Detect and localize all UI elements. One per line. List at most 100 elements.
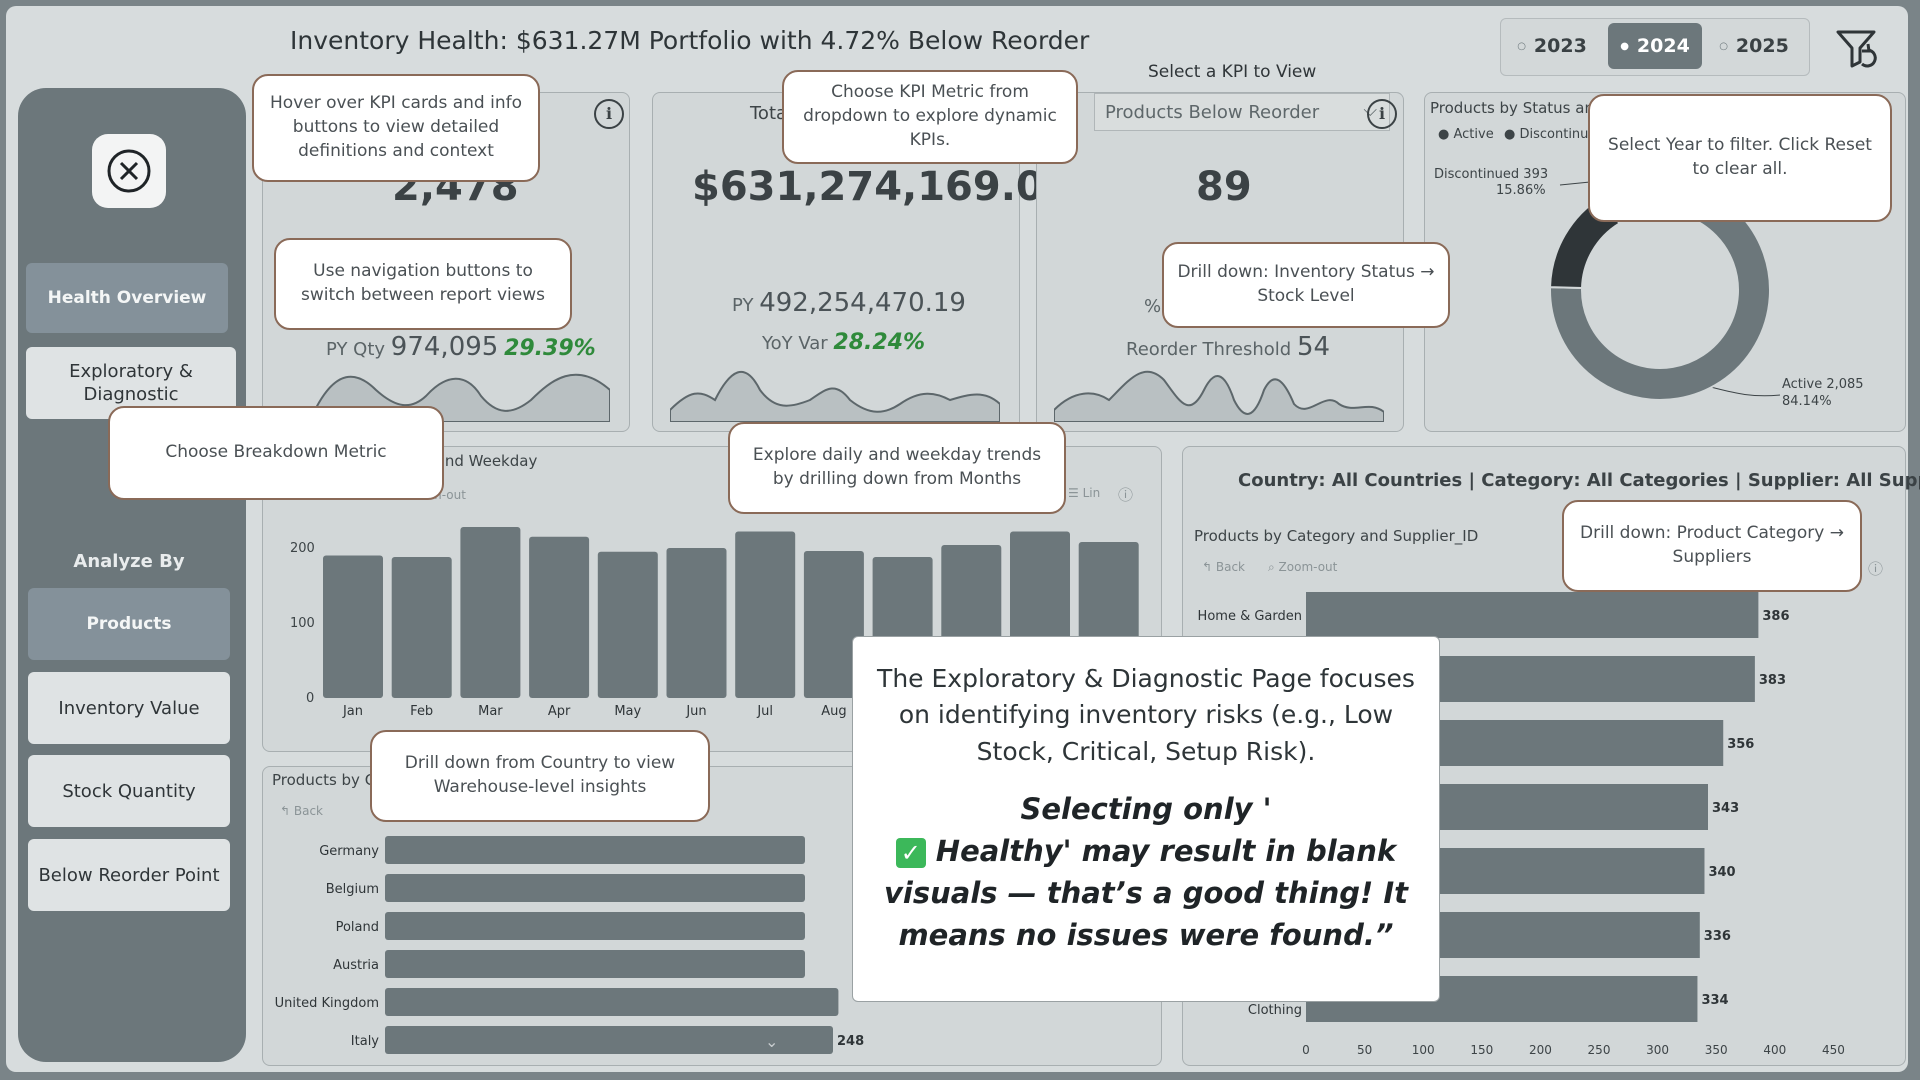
month-bar[interactable] <box>803 551 864 698</box>
x-tick-label: Jan <box>342 704 363 719</box>
country-bar[interactable] <box>385 950 805 978</box>
category-label: Clothing <box>1248 1003 1302 1018</box>
x-tick-label: Jul <box>756 704 773 719</box>
callout-breakdown-metric: Choose Breakdown Metric <box>108 406 444 500</box>
y-tick: 200 <box>290 541 315 556</box>
x-tick-label: Jun <box>685 704 706 719</box>
category-bar[interactable] <box>1306 592 1759 638</box>
x-tick-label: 450 <box>1822 1043 1845 1057</box>
callout-navigation: Use navigation buttons to switch between… <box>274 238 572 330</box>
nav-health-overview-button[interactable]: Health Overview <box>26 263 228 333</box>
check-mark-icon: ✓ <box>895 837 926 868</box>
donut-discontinued-label: Discontinued 393 <box>1434 167 1549 182</box>
country-bar[interactable] <box>385 988 839 1016</box>
x-tick-label: 250 <box>1588 1043 1611 1057</box>
analyze-inventory-value-button[interactable]: Inventory Value <box>28 672 230 744</box>
month-bar[interactable] <box>666 548 727 698</box>
reorder-sparkline <box>1054 370 1384 422</box>
x-tick-label: 300 <box>1646 1043 1669 1057</box>
help-icon[interactable]: ⓘ <box>1118 486 1134 504</box>
country-bar[interactable] <box>385 836 805 864</box>
month-bar[interactable] <box>529 536 590 698</box>
callout-hover-kpi: Hover over KPI cards and info buttons to… <box>252 74 540 182</box>
close-icon <box>107 149 151 193</box>
back-button[interactable]: ↰ Back <box>280 804 324 818</box>
y-tick: 100 <box>290 616 315 631</box>
kpi-selector-label: Select a KPI to View <box>1148 62 1317 82</box>
kpi-total-py: PY 492,254,470.19 <box>732 288 966 318</box>
kpi-dropdown[interactable]: Products Below Reorder ⌵ <box>1094 93 1390 131</box>
bar-value-label: 336 <box>1704 929 1731 944</box>
radio-icon: ○ <box>1517 40 1526 52</box>
month-bar[interactable] <box>460 527 521 698</box>
kpi-dynamic-pct-fragment: % <box>1144 296 1162 317</box>
month-chart-title-fragment: y and Weekday <box>422 452 538 470</box>
chevron-down-icon[interactable]: ⌄ <box>765 1032 778 1051</box>
kpi-title-fragment: Tota <box>750 103 788 124</box>
category-chart-title: Products by Category and Supplier_ID <box>1194 527 1479 545</box>
lin-toggle[interactable]: ☰ Lin <box>1068 486 1101 500</box>
donut-chart-title: Products by Status and Stock Level <box>1430 99 1596 117</box>
country-label: Poland <box>336 920 379 935</box>
kpi-dynamic-value: 89 <box>1196 164 1252 210</box>
x-tick-label: 400 <box>1763 1043 1786 1057</box>
popup-text-intro: The Exploratory & Diagnostic Page focuse… <box>877 664 1415 766</box>
country-label: Italy <box>351 1034 380 1049</box>
donut-active-label: Active 2,085 <box>1782 377 1864 392</box>
donut-legend-active: ● Active <box>1438 127 1494 142</box>
country-label: Germany <box>319 844 379 859</box>
year-slicer: ○ 2023 ● 2024 ○ 2025 <box>1500 18 1810 76</box>
help-icon[interactable]: ⓘ <box>1868 560 1884 578</box>
reset-filter-icon[interactable] <box>1832 26 1880 70</box>
callout-year-filter: Select Year to filter. Click Reset to cl… <box>1588 94 1892 222</box>
bar-value-label: 386 <box>1762 609 1789 624</box>
radio-icon: ○ <box>1719 40 1728 52</box>
x-tick-label: May <box>614 704 641 719</box>
sidebar <box>18 88 246 1062</box>
callout-country-drill: Drill down from Country to view Warehous… <box>370 730 710 822</box>
callout-daily-trends: Explore daily and weekday trends by dril… <box>728 422 1066 514</box>
bar-value-label: 383 <box>1759 673 1786 688</box>
country-label: Austria <box>333 958 379 973</box>
x-tick-label: 350 <box>1705 1043 1728 1057</box>
month-bar[interactable] <box>735 531 796 699</box>
kpi-reorder-threshold: Reorder Threshold 54 <box>1126 332 1331 362</box>
year-option-2025[interactable]: ○ 2025 <box>1719 35 1789 57</box>
x-tick-label: Feb <box>410 704 433 719</box>
analyze-below-reorder-button[interactable]: Below Reorder Point <box>28 839 230 911</box>
radio-selected-icon: ● <box>1620 40 1629 52</box>
x-tick-label: 150 <box>1470 1043 1493 1057</box>
year-option-2024[interactable]: ● 2024 <box>1608 23 1702 69</box>
callout-kpi-dropdown: Choose KPI Metric from dropdown to explo… <box>782 70 1078 164</box>
analyze-by-label: Analyze By <box>73 551 185 572</box>
info-icon[interactable]: i <box>1367 99 1397 129</box>
zoom-out-button[interactable]: ⌕ Zoom-out <box>1268 560 1338 574</box>
kpi-total-value: $631,274,169.0 <box>692 164 1044 210</box>
country-label: United Kingdom <box>275 996 379 1011</box>
info-icon[interactable]: i <box>594 99 624 129</box>
page-title: Inventory Health: $631.27M Portfolio wit… <box>290 26 1090 55</box>
kpi-quantity-py: PY Qty 974,095 29.39% <box>326 332 596 362</box>
y-tick: 0 <box>306 691 315 706</box>
month-bar[interactable] <box>597 551 658 698</box>
country-bar[interactable] <box>385 1026 833 1054</box>
country-bar[interactable] <box>385 912 805 940</box>
country-bar-chart: Germany Belgium Poland Austria United Kingdo… <box>275 836 864 1054</box>
bar-value-label: 334 <box>1701 993 1728 1008</box>
analyze-products-button[interactable]: Products <box>28 588 230 660</box>
close-button[interactable] <box>92 134 166 208</box>
total-value-sparkline <box>670 370 1000 422</box>
year-option-2023[interactable]: ○ 2023 <box>1517 35 1587 57</box>
x-tick-label: 50 <box>1357 1043 1372 1057</box>
bar-value-label: 343 <box>1712 801 1739 816</box>
country-bar[interactable] <box>385 874 805 902</box>
x-tick-label: 0 <box>1302 1043 1310 1057</box>
month-bar[interactable] <box>391 557 452 698</box>
month-bar[interactable] <box>323 555 383 699</box>
analyze-stock-quantity-button[interactable]: Stock Quantity <box>28 755 230 827</box>
bar-value-label: 248 <box>837 1034 864 1049</box>
info-popup: The Exploratory & Diagnostic Page focuse… <box>852 636 1440 1002</box>
country-label: Belgium <box>326 882 379 897</box>
back-button[interactable]: ↰ Back <box>1202 560 1246 574</box>
donut-slice[interactable] <box>1549 180 1771 401</box>
